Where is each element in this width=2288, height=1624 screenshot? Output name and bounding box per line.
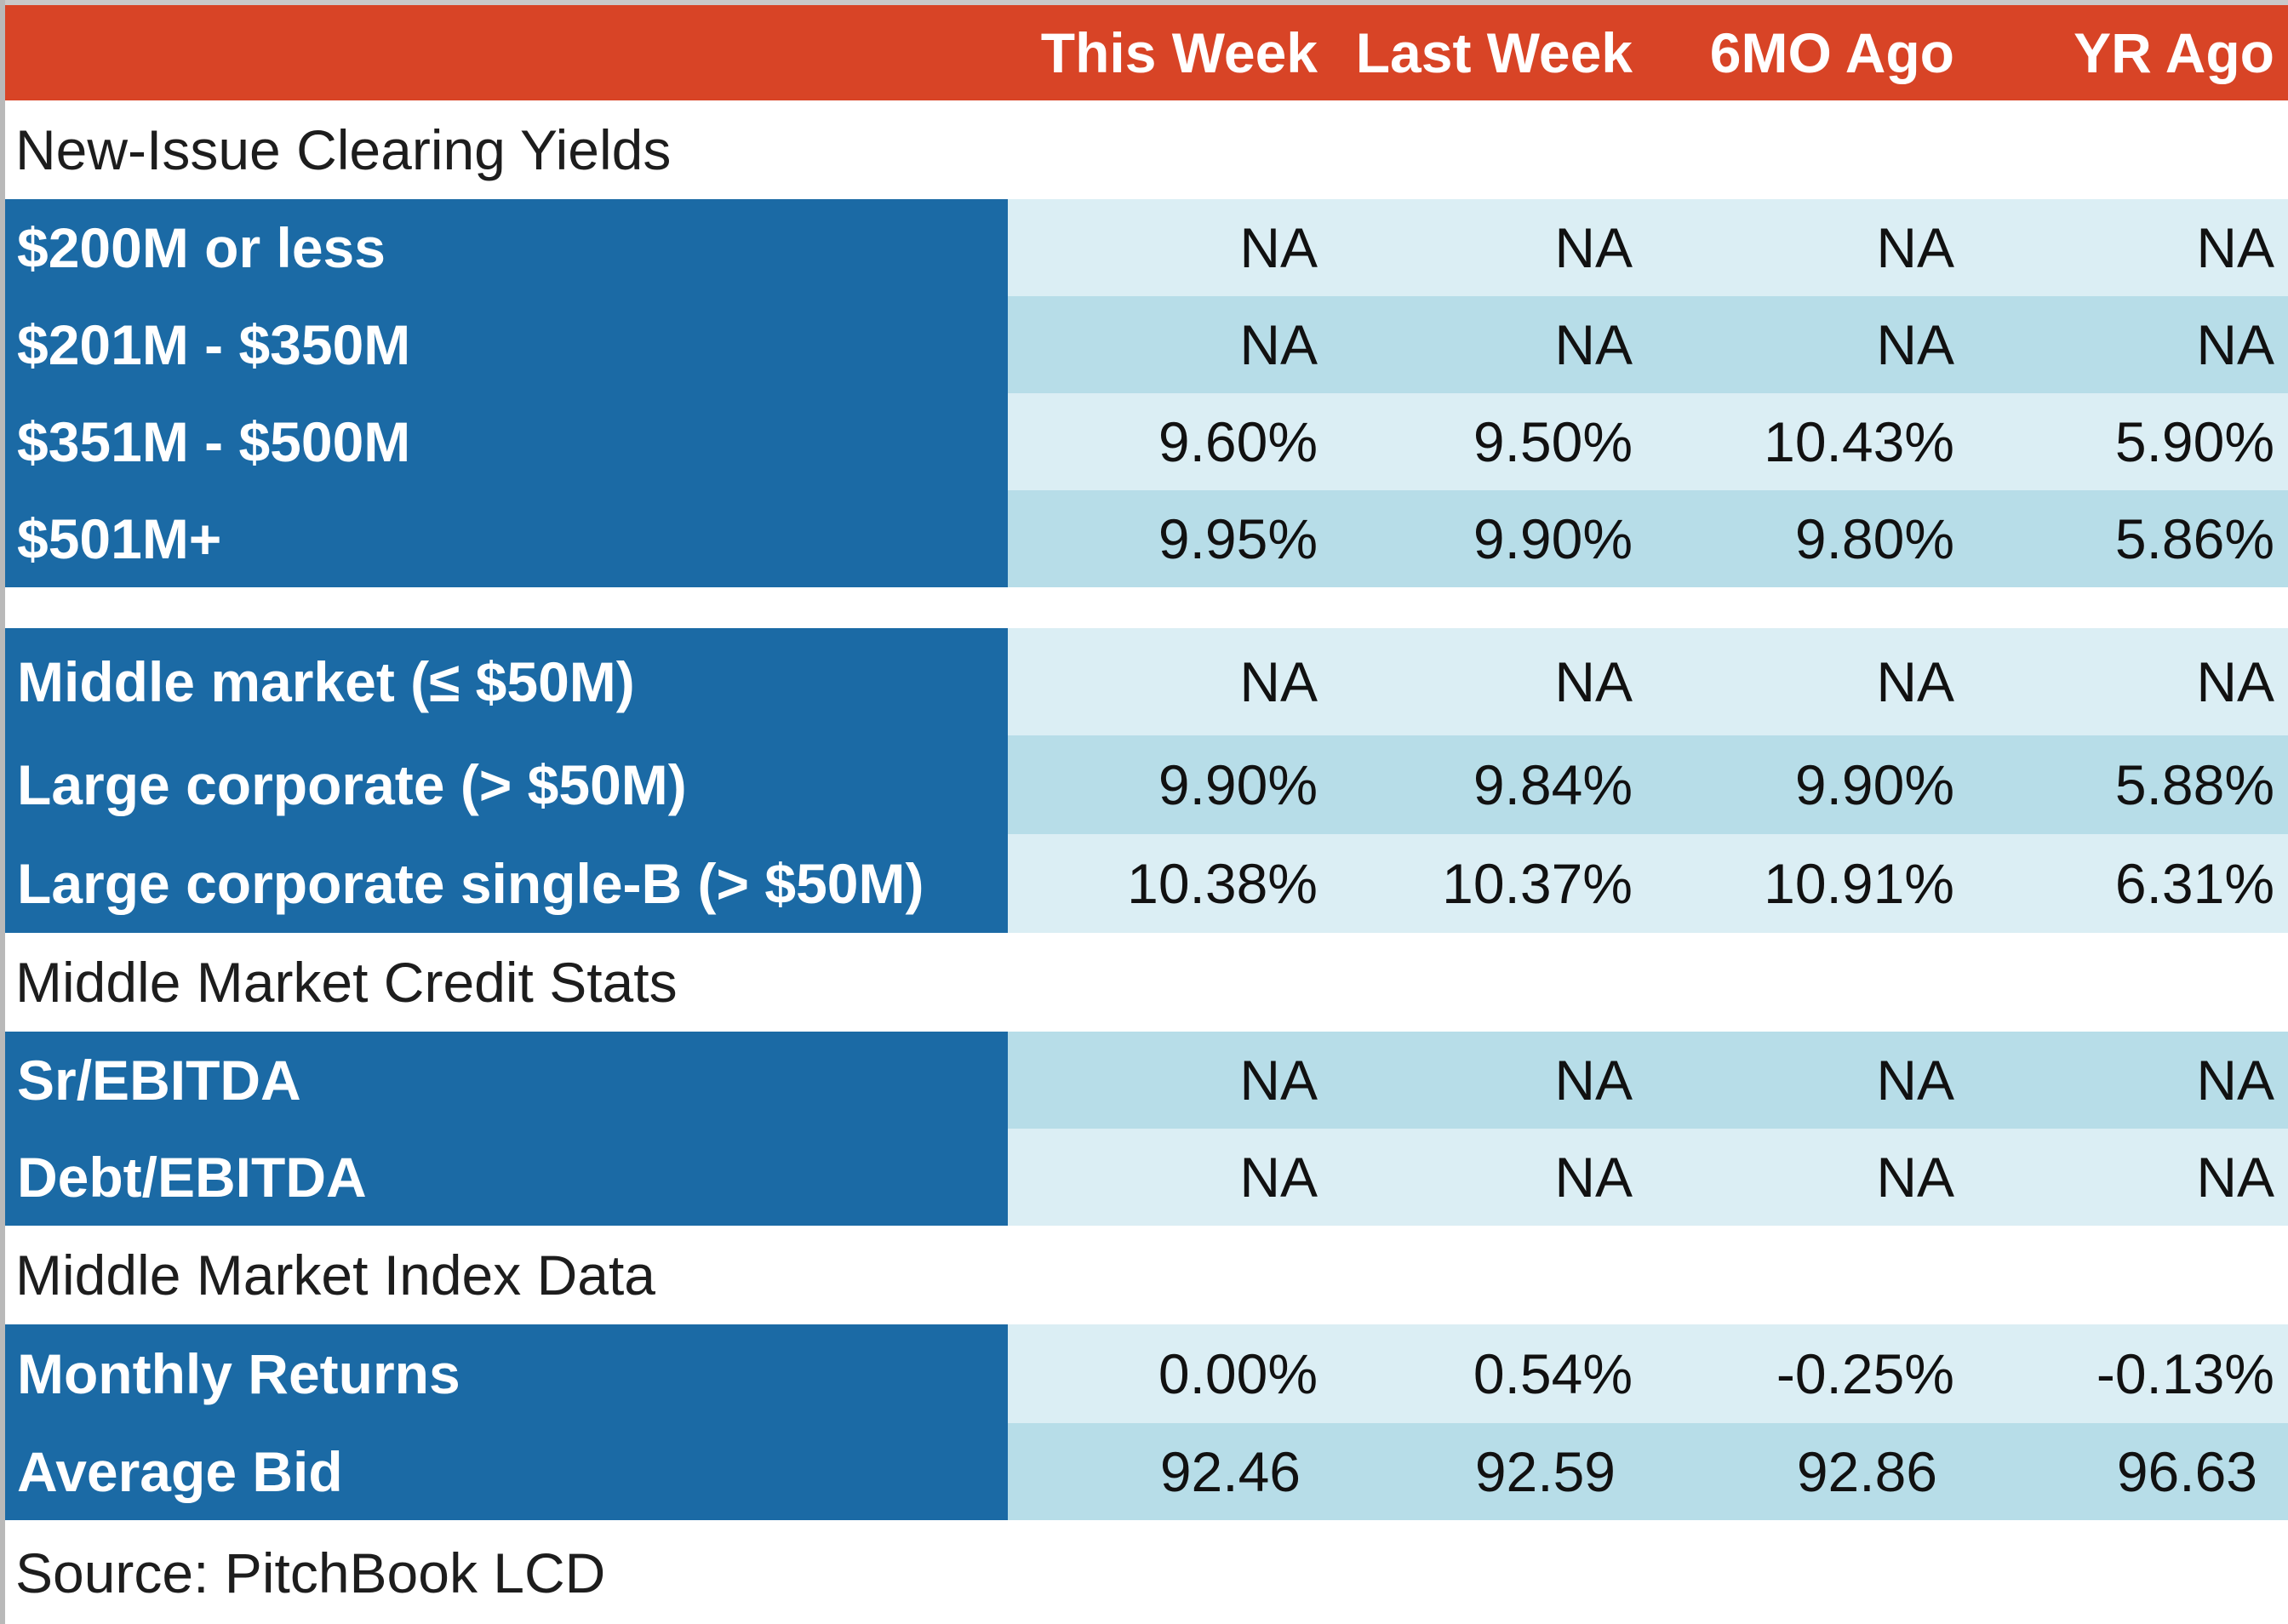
value-this-week: NA <box>1239 1146 1318 1209</box>
value-6mo-ago: NA <box>1876 216 1954 279</box>
value-yr-ago: 6.31% <box>2114 852 2274 915</box>
value-6mo-ago: -0.25% <box>1776 1342 1954 1405</box>
value-yr-ago: 5.86% <box>2114 507 2274 570</box>
row-label: Middle market (≤ $50M) <box>5 628 1008 735</box>
value-this-week: NA <box>1239 216 1318 279</box>
value-6mo-ago: 9.80% <box>1794 507 1954 570</box>
value-6mo-ago: 92.86 <box>1796 1440 1937 1503</box>
table-row: Sr/EBITDA NA NA NA NA <box>0 1032 2288 1129</box>
row-label: $201M - $350M <box>5 296 1008 393</box>
section-new-issue: New-Issue Clearing Yields <box>0 100 2288 199</box>
table-row: Monthly Returns 0.00% 0.54% -0.25% -0.13… <box>0 1324 2288 1423</box>
value-6mo-ago: NA <box>1876 650 1954 713</box>
header-last-week: Last Week <box>1355 21 1633 84</box>
row-label: Monthly Returns <box>5 1324 1008 1423</box>
value-this-week: NA <box>1239 650 1318 713</box>
value-last-week: 92.59 <box>1474 1440 1616 1503</box>
value-last-week: NA <box>1554 1049 1633 1112</box>
header-6mo-ago: 6MO Ago <box>1709 21 1954 84</box>
value-6mo-ago: 10.43% <box>1764 410 1954 473</box>
table-row: Large corporate single-B (> $50M) 10.38%… <box>0 834 2288 933</box>
top-border <box>0 0 2288 5</box>
value-last-week: NA <box>1554 216 1633 279</box>
left-border <box>0 0 5 1624</box>
value-this-week: 10.38% <box>1127 852 1318 915</box>
table-row: Large corporate (> $50M) 9.90% 9.84% 9.9… <box>0 735 2288 834</box>
row-label: Large corporate (> $50M) <box>5 735 1008 834</box>
value-yr-ago: NA <box>2196 1146 2274 1209</box>
row-label: $501M+ <box>5 490 1008 587</box>
value-last-week: 0.54% <box>1473 1342 1633 1405</box>
value-yr-ago: NA <box>2196 313 2274 376</box>
table-row: Debt/EBITDA NA NA NA NA <box>0 1129 2288 1226</box>
table-row: $501M+ 9.95% 9.90% 9.80% 5.86% <box>0 490 2288 587</box>
value-last-week: 9.90% <box>1473 507 1633 570</box>
value-yr-ago: 5.90% <box>2114 410 2274 473</box>
row-label: Debt/EBITDA <box>5 1129 1008 1226</box>
source-note: Source: PitchBook LCD <box>15 1541 606 1604</box>
value-this-week: NA <box>1239 1049 1318 1112</box>
section-title: Middle Market Credit Stats <box>15 951 678 1014</box>
value-this-week: 9.60% <box>1158 410 1318 473</box>
value-last-week: NA <box>1554 1146 1633 1209</box>
value-yr-ago: NA <box>2196 216 2274 279</box>
value-yr-ago: -0.13% <box>2096 1342 2274 1405</box>
section-title: Middle Market Index Data <box>15 1244 656 1307</box>
section-title: New-Issue Clearing Yields <box>15 118 672 181</box>
table-row: $351M - $500M 9.60% 9.50% 10.43% 5.90% <box>0 393 2288 490</box>
table-row: Middle market (≤ $50M) NA NA NA NA <box>0 628 2288 735</box>
row-label: Sr/EBITDA <box>5 1032 1008 1129</box>
value-6mo-ago: NA <box>1876 313 1954 376</box>
value-6mo-ago: NA <box>1876 1146 1954 1209</box>
value-6mo-ago: NA <box>1876 1049 1954 1112</box>
row-label: Large corporate single-B (> $50M) <box>5 834 1008 933</box>
value-this-week: NA <box>1239 313 1318 376</box>
header-yr-ago: YR Ago <box>2074 21 2274 84</box>
value-last-week: 10.37% <box>1442 852 1633 915</box>
row-label: Average Bid <box>5 1423 1008 1520</box>
value-6mo-ago: 10.91% <box>1764 852 1954 915</box>
value-last-week: 9.50% <box>1473 410 1633 473</box>
value-last-week: 9.84% <box>1473 753 1633 816</box>
value-last-week: NA <box>1554 313 1633 376</box>
value-yr-ago: NA <box>2196 650 2274 713</box>
value-6mo-ago: 9.90% <box>1794 753 1954 816</box>
section-credit-stats: Middle Market Credit Stats <box>0 933 2288 1032</box>
header-this-week: This Week <box>1040 21 1318 84</box>
value-this-week: 0.00% <box>1158 1342 1318 1405</box>
table-row: Average Bid 92.46 92.59 92.86 96.63 <box>0 1423 2288 1520</box>
table-row: $201M - $350M NA NA NA NA <box>0 296 2288 393</box>
spacer <box>0 587 2288 628</box>
value-this-week: 92.46 <box>1159 1440 1301 1503</box>
table-header: This Week Last Week 6MO Ago YR Ago <box>0 5 2288 100</box>
value-yr-ago: 96.63 <box>2116 1440 2257 1503</box>
section-index-data: Middle Market Index Data <box>0 1226 2288 1324</box>
table-row: $200M or less NA NA NA NA <box>0 199 2288 296</box>
row-label: $351M - $500M <box>5 393 1008 490</box>
row-label: $200M or less <box>5 199 1008 296</box>
value-this-week: 9.95% <box>1158 507 1318 570</box>
value-yr-ago: 5.88% <box>2114 753 2274 816</box>
value-last-week: NA <box>1554 650 1633 713</box>
value-this-week: 9.90% <box>1158 753 1318 816</box>
value-yr-ago: NA <box>2196 1049 2274 1112</box>
